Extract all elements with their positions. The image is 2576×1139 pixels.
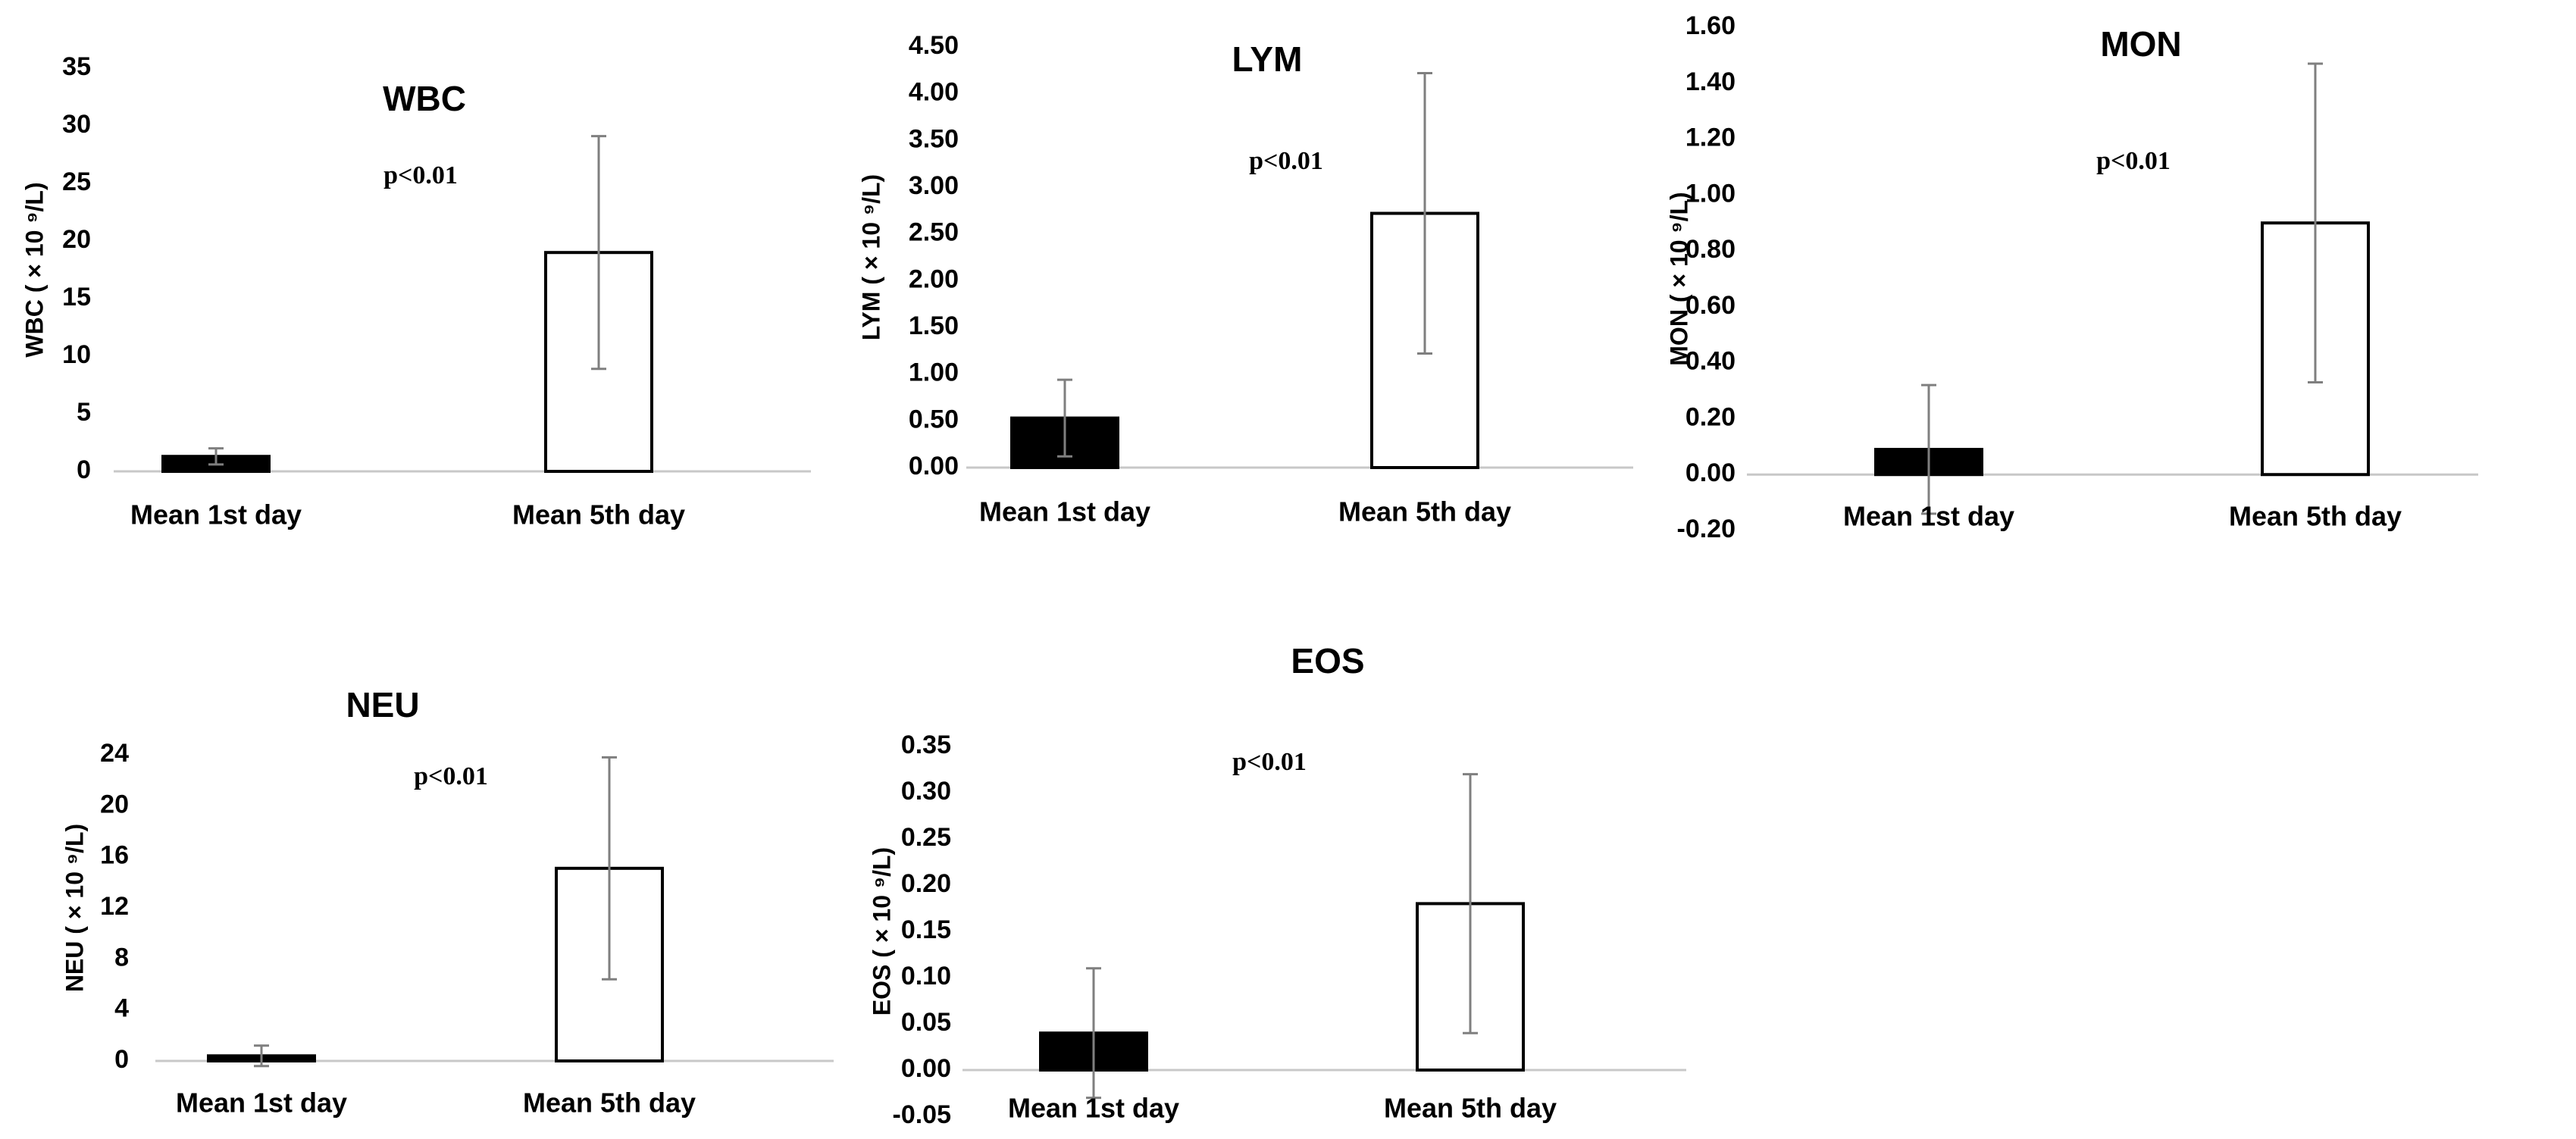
lym-chart-title: LYM <box>1232 39 1303 79</box>
mon-y-tick-label: 0.60 <box>1686 291 1736 320</box>
eos-y-tick-label: 0.20 <box>901 869 951 898</box>
mon-y-tick-label: 1.00 <box>1686 179 1736 208</box>
neu-p-value-annotation: p<0.01 <box>414 762 488 790</box>
mon-y-tick-label: -0.20 <box>1677 515 1736 543</box>
eos-y-tick-label: 0.35 <box>901 731 951 759</box>
mon-category-label: Mean 5th day <box>2229 501 2402 532</box>
wbc-y-tick-label: 0 <box>77 455 91 484</box>
mon-y-axis-label: MON ( × 10 ⁹/L) <box>1665 192 1692 365</box>
lym-y-tick-label: 0.00 <box>909 452 959 480</box>
wbc-p-value-annotation: p<0.01 <box>383 161 458 189</box>
lym-y-tick-label: 4.50 <box>909 31 959 60</box>
mon-y-tick-label: 1.60 <box>1686 11 1736 40</box>
neu-y-tick-label: 16 <box>100 841 129 870</box>
wbc-y-tick-label: 20 <box>62 225 91 254</box>
eos-y-tick-label: -0.05 <box>893 1100 952 1129</box>
mon-y-tick-label: 1.20 <box>1686 124 1736 152</box>
lym-y-tick-label: 2.50 <box>909 218 959 247</box>
wbc-y-tick-label: 5 <box>77 398 91 427</box>
mon-y-tick-label: 0.80 <box>1686 235 1736 264</box>
neu-y-tick-label: 24 <box>100 739 129 768</box>
lym-y-tick-label: 0.50 <box>909 405 959 433</box>
mon-chart-title: MON <box>2100 24 2181 64</box>
eos-category-label: Mean 1st day <box>1008 1093 1179 1124</box>
wbc-y-tick-label: 15 <box>62 283 91 311</box>
wbc-category-label: Mean 5th day <box>512 499 685 530</box>
mon-y-tick-label: 0.20 <box>1686 402 1736 431</box>
lym-y-tick-label: 2.00 <box>909 264 959 293</box>
lym-y-axis-label: LYM ( × 10 ⁹/L) <box>857 174 884 340</box>
eos-y-tick-label: 0.25 <box>901 823 951 852</box>
eos-y-tick-label: 0.00 <box>901 1054 951 1083</box>
lym-y-tick-label: 1.50 <box>909 311 959 340</box>
neu-category-label: Mean 5th day <box>523 1087 696 1119</box>
lym-y-tick-label: 3.00 <box>909 171 959 200</box>
neu-category-label: Mean 1st day <box>176 1087 347 1119</box>
neu-y-axis-label: NEU ( × 10 ⁹/L) <box>61 824 88 992</box>
eos-y-tick-label: 0.15 <box>901 915 951 944</box>
lym-y-tick-label: 3.50 <box>909 124 959 153</box>
neu-y-tick-label: 8 <box>114 943 129 972</box>
mon-category-label: Mean 1st day <box>1843 501 2014 532</box>
mon-y-tick-label: 0.40 <box>1686 347 1736 376</box>
wbc-y-axis-label: WBC ( × 10 ⁹/L) <box>20 182 48 357</box>
neu-y-tick-label: 4 <box>114 994 129 1023</box>
wbc-y-tick-label: 10 <box>62 340 91 369</box>
lym-y-tick-label: 1.00 <box>909 358 959 387</box>
eos-y-tick-label: 0.05 <box>901 1008 951 1037</box>
wbc-chart-title: WBC <box>383 79 466 118</box>
lym-p-value-annotation: p<0.01 <box>1249 147 1323 175</box>
eos-y-tick-label: 0.30 <box>901 777 951 806</box>
lym-category-label: Mean 5th day <box>1338 496 1511 527</box>
neu-y-tick-label: 20 <box>100 790 129 818</box>
neu-chart-title: NEU <box>346 685 419 724</box>
wbc-category-label: Mean 1st day <box>130 499 302 530</box>
eos-category-label: Mean 5th day <box>1384 1093 1557 1124</box>
eos-chart-title: EOS <box>1291 641 1364 681</box>
eos-y-tick-label: 0.10 <box>901 962 951 990</box>
wbc-y-tick-label: 35 <box>62 52 91 81</box>
mon-p-value-annotation: p<0.01 <box>2096 147 2171 175</box>
mon-y-tick-label: 0.00 <box>1686 458 1736 487</box>
wbc-y-tick-label: 25 <box>62 167 91 196</box>
eos-y-axis-label: EOS ( × 10 ⁹/L) <box>868 847 895 1015</box>
mon-y-tick-label: 1.40 <box>1686 67 1736 96</box>
neu-y-tick-label: 12 <box>100 892 129 921</box>
lym-y-tick-label: 4.00 <box>909 78 959 107</box>
lym-category-label: Mean 1st day <box>979 496 1150 527</box>
neu-y-tick-label: 0 <box>114 1045 129 1074</box>
eos-p-value-annotation: p<0.01 <box>1232 748 1307 776</box>
wbc-y-tick-label: 30 <box>62 110 91 139</box>
